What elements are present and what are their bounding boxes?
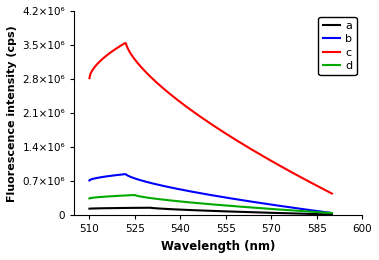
c bbox=[88, 73, 92, 76]
b bbox=[236, 198, 241, 201]
X-axis label: Wavelength (nm): Wavelength (nm) bbox=[161, 240, 276, 253]
a bbox=[88, 207, 92, 210]
c bbox=[87, 77, 92, 80]
c bbox=[123, 41, 127, 44]
b bbox=[330, 211, 334, 214]
d bbox=[88, 197, 92, 200]
b bbox=[123, 173, 127, 176]
b bbox=[292, 206, 297, 210]
d bbox=[133, 193, 137, 197]
Line: d: d bbox=[89, 195, 332, 213]
a bbox=[232, 210, 236, 213]
d bbox=[330, 211, 334, 214]
d bbox=[87, 197, 92, 200]
b bbox=[308, 209, 312, 212]
Line: a: a bbox=[89, 208, 332, 214]
a bbox=[236, 210, 241, 213]
c bbox=[292, 172, 297, 176]
d bbox=[292, 209, 297, 212]
d bbox=[308, 210, 312, 213]
a bbox=[87, 207, 92, 210]
c bbox=[330, 192, 334, 195]
b bbox=[88, 178, 92, 181]
c bbox=[232, 137, 236, 140]
d bbox=[236, 205, 241, 208]
a bbox=[308, 212, 312, 216]
b bbox=[232, 197, 237, 200]
b bbox=[232, 197, 236, 200]
a bbox=[330, 213, 334, 216]
a bbox=[232, 210, 237, 213]
c bbox=[308, 181, 312, 184]
Line: b: b bbox=[89, 174, 332, 213]
a bbox=[147, 206, 152, 209]
c bbox=[236, 140, 241, 143]
c bbox=[232, 138, 237, 141]
d bbox=[232, 205, 236, 208]
d bbox=[232, 205, 237, 208]
a bbox=[292, 212, 297, 215]
Legend: a, b, c, d: a, b, c, d bbox=[318, 16, 357, 75]
b bbox=[87, 179, 92, 182]
Y-axis label: Fluorescence intensity (cps): Fluorescence intensity (cps) bbox=[7, 25, 17, 202]
Line: c: c bbox=[89, 43, 332, 193]
